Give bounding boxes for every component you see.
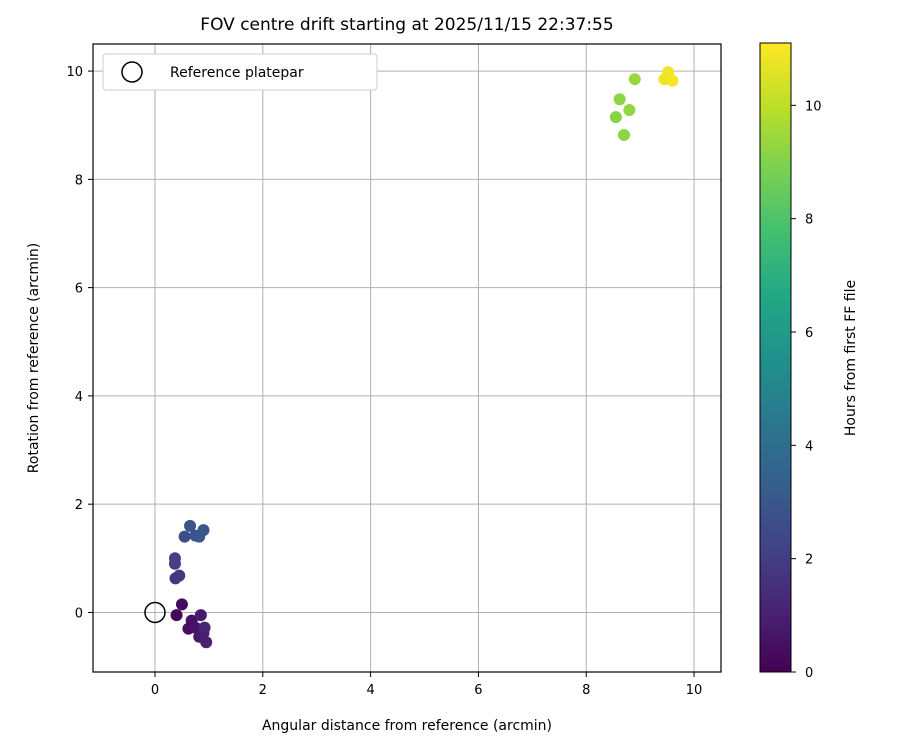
y-tick-label: 8	[75, 173, 83, 188]
data-point	[613, 93, 626, 106]
y-tick-label: 2	[75, 498, 83, 513]
data-points	[168, 66, 679, 649]
legend: Reference platepar	[102, 53, 378, 91]
y-tick-label: 0	[75, 606, 83, 621]
legend-entry-reference: Reference platepar	[170, 65, 304, 81]
x-tick-label: 0	[151, 683, 159, 698]
legend-box	[102, 53, 378, 91]
data-point	[184, 519, 197, 532]
y-tick-label: 6	[75, 282, 83, 297]
data-point	[197, 524, 210, 537]
y-axis-label: Rotation from reference (arcmin)	[26, 243, 42, 473]
x-tick-label: 6	[474, 683, 482, 698]
colorbar: 0 2 4 6 8 10 Hours from first FF file	[759, 42, 859, 681]
colorbar-tick-label: 8	[805, 213, 813, 228]
colorbar-ticks: 0 2 4 6 8 10	[791, 99, 822, 681]
y-tick-label: 10	[66, 65, 83, 80]
data-point	[198, 621, 211, 634]
data-point	[623, 104, 636, 117]
colorbar-tick-label: 6	[805, 326, 813, 341]
data-point	[628, 73, 641, 86]
data-point	[617, 128, 630, 141]
x-tick-label: 2	[259, 683, 267, 698]
data-point	[194, 609, 207, 622]
legend-marker-icon	[121, 61, 143, 83]
x-tick-label: 4	[366, 683, 374, 698]
colorbar-gradient	[759, 42, 792, 673]
plot-frame	[92, 43, 722, 673]
reference-point	[144, 601, 166, 624]
data-point	[200, 636, 213, 649]
y-axis-ticks: 0 2 4 6 8 10	[66, 65, 93, 621]
data-point	[170, 609, 183, 622]
data-point	[173, 569, 186, 582]
colorbar-tick-label: 0	[805, 666, 813, 681]
x-tick-label: 10	[686, 683, 703, 698]
x-axis-label: Angular distance from reference (arcmin)	[262, 718, 552, 734]
chart-title: FOV centre drift starting at 2025/11/15 …	[200, 15, 613, 35]
data-point	[168, 552, 181, 565]
data-point	[666, 74, 679, 87]
data-point	[178, 530, 191, 543]
colorbar-tick-label: 4	[805, 439, 813, 454]
y-tick-label: 4	[75, 390, 83, 405]
colorbar-tick-label: 2	[805, 553, 813, 568]
data-point	[175, 598, 188, 611]
x-tick-label: 8	[582, 683, 590, 698]
x-axis-ticks: 0 2 4 6 8 10	[151, 672, 702, 698]
colorbar-tick-label: 10	[805, 99, 822, 114]
data-point	[609, 111, 622, 124]
colorbar-label: Hours from first FF file	[843, 280, 859, 436]
